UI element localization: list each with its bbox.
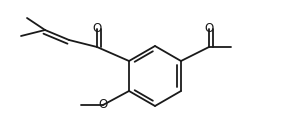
Text: O: O (204, 22, 214, 35)
Text: O: O (98, 99, 108, 112)
Text: O: O (92, 22, 102, 35)
